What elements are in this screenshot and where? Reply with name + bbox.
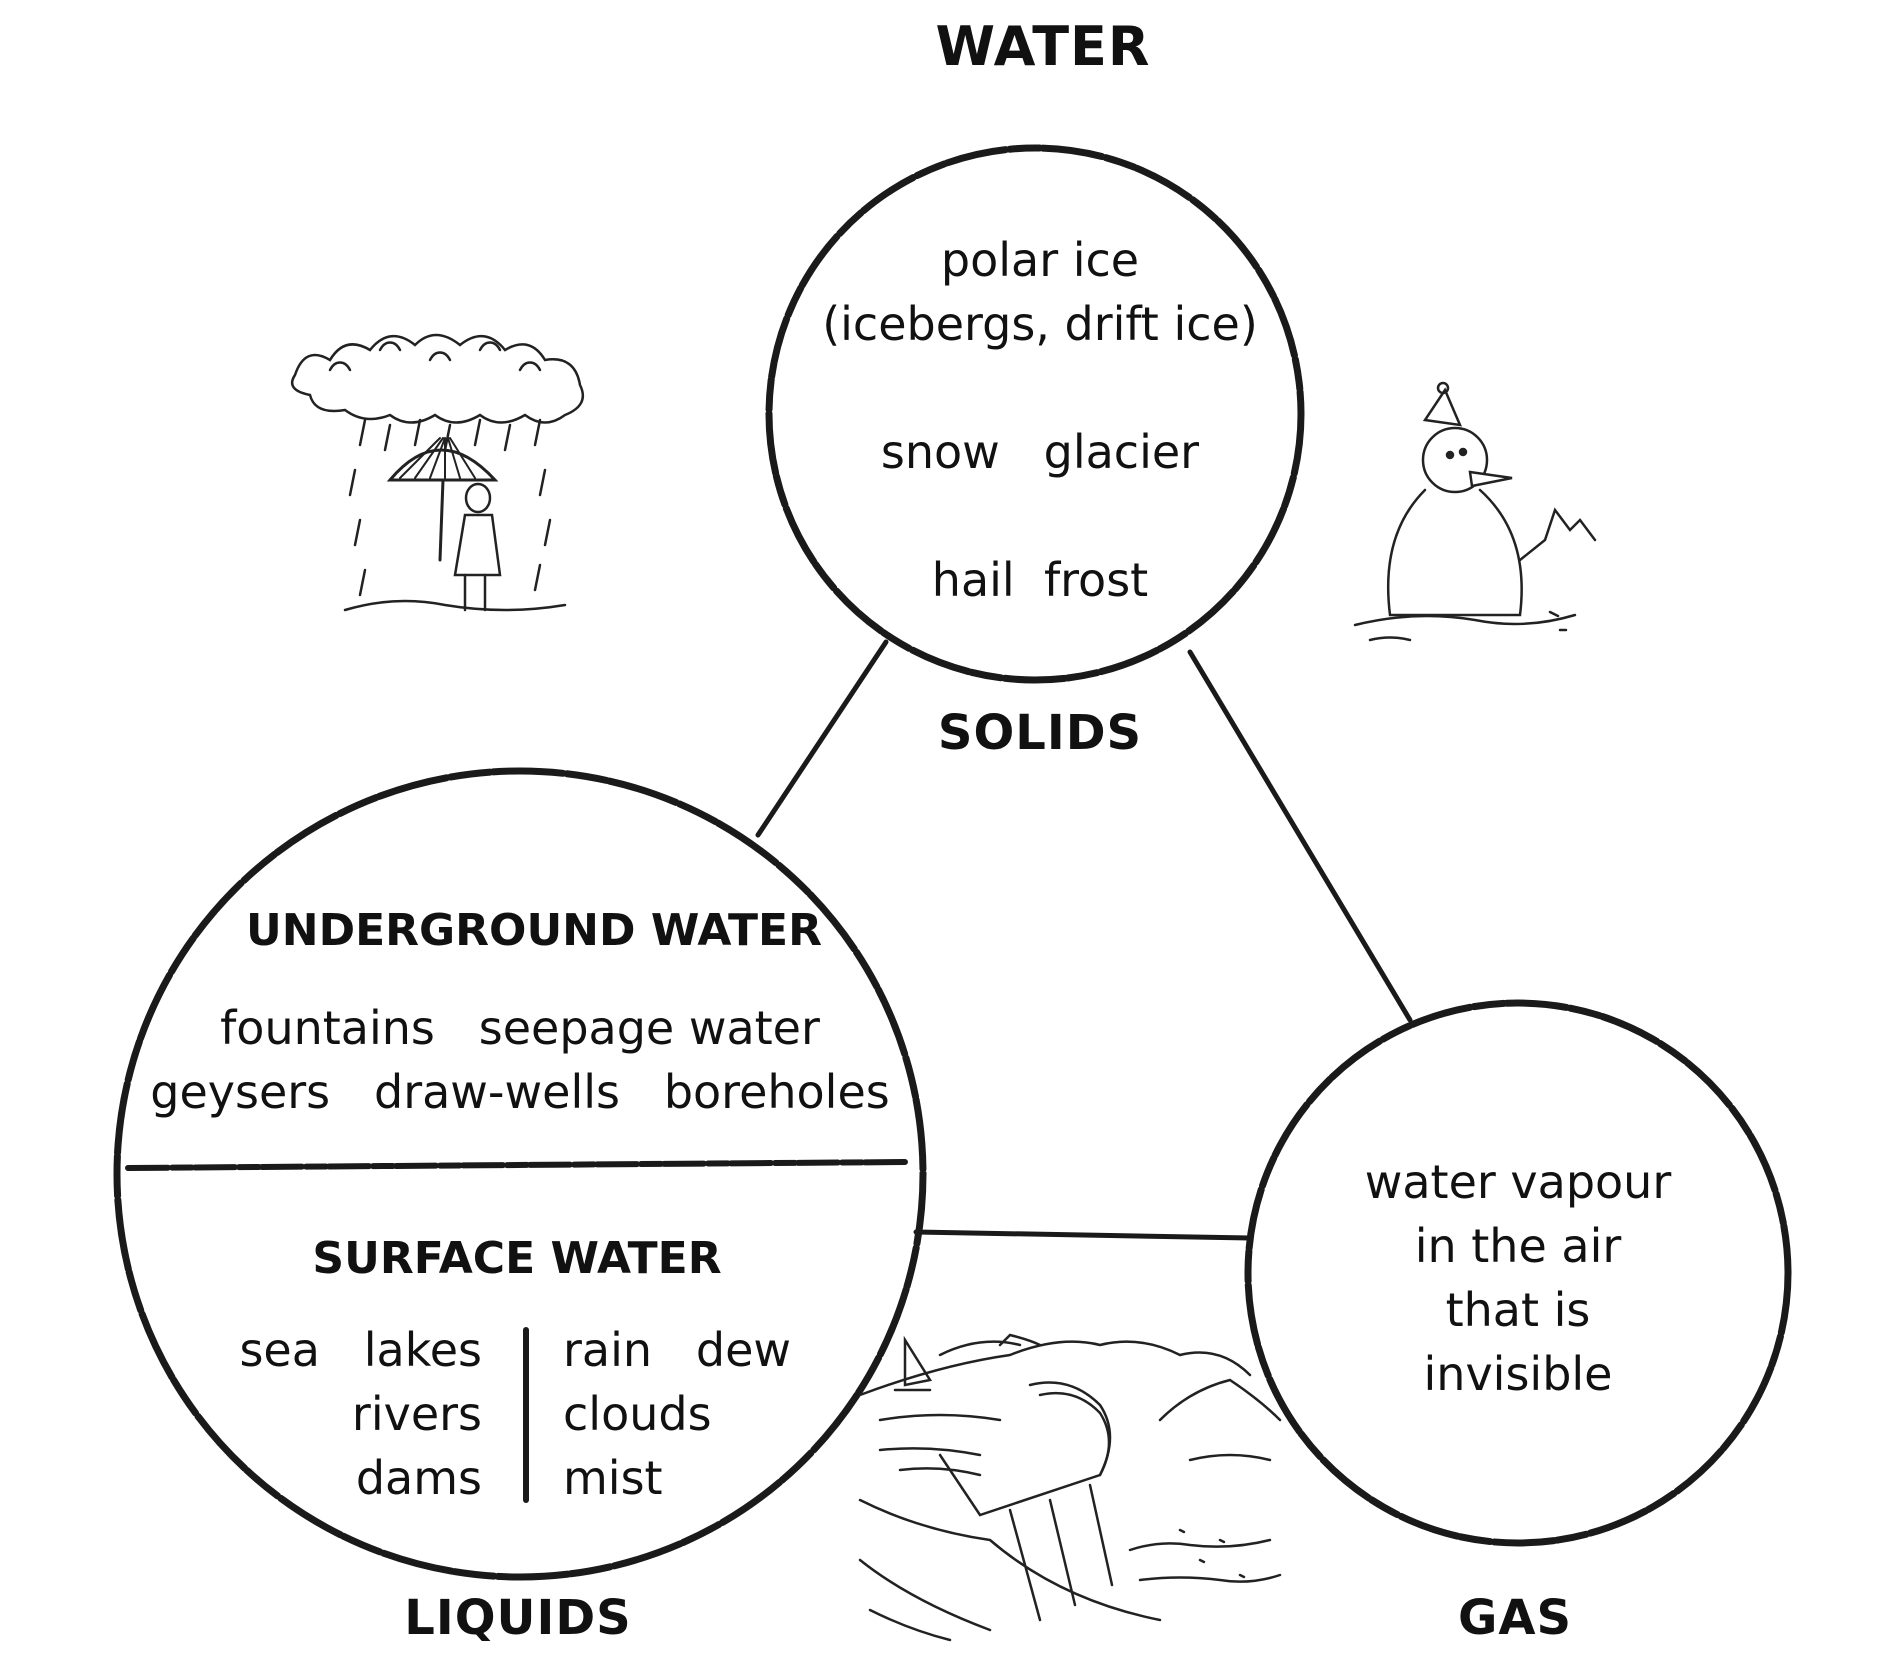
surface-left-line-1: sea lakes — [239, 1323, 482, 1377]
liquids-label: LIQUIDS — [404, 1590, 632, 1646]
underground-water-heading: UNDERGROUND WATER — [246, 905, 822, 956]
solids-line-2: (icebergs, drift ice) — [822, 297, 1258, 351]
underground-line-1: fountains seepage water — [220, 1001, 820, 1055]
gas-line-2: in the air — [1414, 1219, 1622, 1273]
surface-right-line-2: clouds — [563, 1387, 712, 1441]
surface-left-line-3: dams — [355, 1451, 482, 1505]
rain-umbrella-person-icon — [290, 333, 585, 612]
connector-liquids-gas — [913, 1229, 1253, 1241]
solids-line-3: snow glacier — [880, 425, 1200, 479]
liquids-divider — [125, 1159, 911, 1171]
solids-label: SOLIDS — [937, 705, 1143, 761]
snowman-icon — [1353, 381, 1597, 642]
underground-line-2: geysers draw-wells boreholes — [150, 1065, 890, 1119]
solids-line-4: hail frost — [931, 553, 1149, 607]
gas-label: GAS — [1457, 1590, 1573, 1646]
gas-line-1: water vapour — [1364, 1155, 1672, 1209]
connector-solids-gas — [1187, 649, 1413, 1023]
surface-right-line-1: rain dew — [563, 1323, 792, 1377]
solids-circle — [765, 144, 1305, 684]
surface-water-heading: SURFACE WATER — [312, 1233, 722, 1284]
gas-line-4: invisible — [1423, 1347, 1613, 1401]
liquids-circle — [113, 767, 927, 1581]
gas-circle — [1244, 999, 1792, 1547]
surface-left-line-2: rivers — [351, 1387, 482, 1441]
surface-right-line-3: mist — [563, 1451, 663, 1505]
diagram-title: WATER — [935, 15, 1151, 78]
connector-solids-liquids — [755, 639, 889, 838]
gas-line-3: that is — [1445, 1283, 1591, 1337]
dam-reservoir-icon — [858, 1333, 1282, 1642]
solids-line-1: polar ice — [940, 233, 1140, 287]
